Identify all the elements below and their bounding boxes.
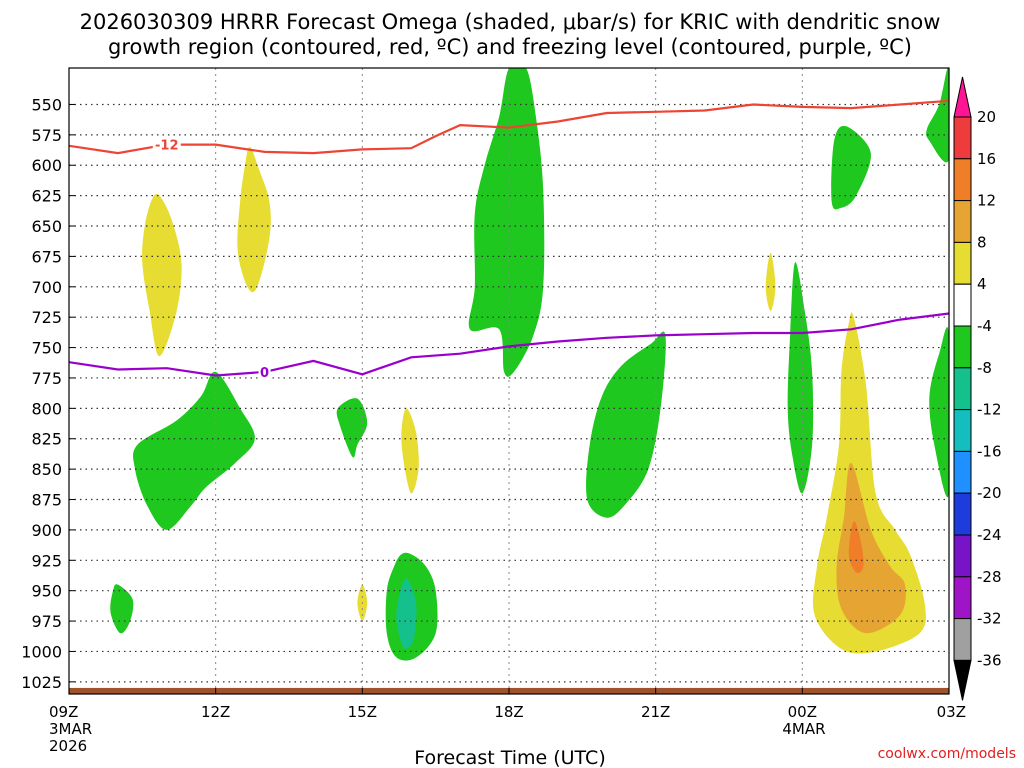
- y-tick-label: 875: [31, 491, 62, 510]
- omega-region-green-3: [133, 371, 255, 530]
- colorbar-label: 16: [977, 150, 996, 168]
- y-tick-label: 850: [31, 460, 62, 479]
- credit-text: coolwx.com/models: [878, 746, 1016, 762]
- y-tick-label: 550: [31, 95, 62, 114]
- x-tick-label: 18Z: [494, 703, 523, 721]
- y-tick-label: 625: [31, 187, 62, 206]
- y-tick-label: 825: [31, 430, 62, 449]
- y-tick-label: 650: [31, 217, 62, 236]
- y-axis-ticks: 550 575 600 625 650 675 700 725 750 775 800 825 850 8…: [21, 95, 75, 692]
- omega-region-green-0: [468, 68, 545, 377]
- y-tick-label: 1025: [21, 673, 62, 692]
- omega-region-green-7: [110, 584, 134, 634]
- omega-region-teal-10: [396, 578, 417, 649]
- colorbar-swatch: [953, 76, 972, 118]
- y-tick-label: 750: [31, 339, 62, 358]
- colorbar-swatch: [953, 618, 972, 661]
- dgz-minus12-contour: [69, 99, 949, 155]
- colorbar-label: -8: [977, 359, 992, 377]
- colorbar: 20 16 12 8 4 -4 -8 -12 -16 -20 -24 -28 -32 -36: [953, 76, 1002, 701]
- colorbar-label: -20: [977, 484, 1002, 502]
- x-tick-label: 09Z: [49, 703, 78, 721]
- x-tick-label: 15Z: [348, 703, 377, 721]
- omega-region-green-17: [926, 68, 949, 163]
- x-tick-date: 4MAR: [782, 720, 825, 738]
- y-tick-label: 925: [31, 551, 62, 570]
- colorbar-swatch: [953, 409, 972, 452]
- colorbar-swatch: [953, 200, 972, 243]
- dgz-minus12-contour-label: -12: [155, 139, 179, 154]
- chart-title-line2: growth region (contoured, red, ºC) and f…: [108, 35, 912, 59]
- omega-region-green-6: [586, 331, 666, 518]
- colorbar-swatch: [953, 325, 972, 369]
- colorbar-swatch: [953, 116, 972, 160]
- colorbar-swatch: [953, 241, 972, 285]
- omega-region-yellow-5: [401, 408, 419, 494]
- y-tick-label: 975: [31, 612, 62, 631]
- colorbar-label: -16: [977, 442, 1002, 460]
- freezing-level-contour: [69, 312, 949, 377]
- colorbar-swatch: [953, 283, 972, 327]
- y-tick-label: 575: [31, 126, 62, 145]
- colorbar-swatch: [953, 659, 972, 701]
- x-tick-label: 12Z: [201, 703, 230, 721]
- colorbar-label: -32: [977, 610, 1002, 628]
- colorbar-label: 20: [977, 108, 996, 126]
- y-tick-label: 700: [31, 278, 62, 297]
- freezing-level-contour-label: 0: [260, 366, 269, 381]
- omega-shaded-regions: [110, 68, 949, 661]
- omega-region-yellow-1: [237, 146, 271, 293]
- chart-title-line1: 2026030309 HRRR Forecast Omega (shaded, …: [80, 10, 941, 34]
- x-tick-label: 03Z: [937, 703, 966, 721]
- colorbar-label: -24: [977, 526, 1002, 544]
- y-tick-label: 1000: [21, 642, 62, 661]
- colorbar-label: -12: [977, 401, 1002, 419]
- colorbar-swatch: [953, 534, 972, 578]
- x-tick-label: 21Z: [641, 703, 670, 721]
- colorbar-label: 4: [977, 275, 987, 293]
- omega-region-green-18: [929, 327, 949, 497]
- omega-region-green-4: [336, 398, 368, 458]
- colorbar-label: -28: [977, 568, 1002, 586]
- colorbar-label: 12: [977, 192, 996, 210]
- omega-region-orange-16: [848, 521, 864, 574]
- y-tick-label: 775: [31, 369, 62, 388]
- y-tick-label: 600: [31, 156, 62, 175]
- colorbar-label: 8: [977, 233, 987, 251]
- colorbar-swatch: [953, 158, 972, 202]
- y-tick-label: 800: [31, 399, 62, 418]
- colorbar-swatch: [953, 492, 972, 536]
- y-tick-label: 725: [31, 308, 62, 327]
- x-tick-label: 00Z: [788, 703, 817, 721]
- colorbar-swatch: [953, 367, 972, 411]
- gridlines: [69, 68, 949, 694]
- omega-region-green-13: [787, 262, 814, 494]
- x-tick-date: 3MAR: [49, 720, 92, 738]
- omega-region-yellow-11: [765, 252, 776, 312]
- y-tick-label: 950: [31, 582, 62, 601]
- contour-lines: -12 0: [69, 99, 949, 381]
- colorbar-label: -36: [977, 651, 1002, 669]
- colorbar-swatch: [953, 576, 972, 620]
- omega-region-yellow-2: [142, 193, 182, 357]
- colorbar-swatch: [953, 450, 972, 494]
- y-tick-label: 900: [31, 521, 62, 540]
- x-tick-year: 2026: [49, 737, 87, 755]
- omega-region-green-12: [831, 125, 871, 210]
- colorbar-label: -4: [977, 317, 992, 335]
- y-tick-label: 675: [31, 247, 62, 266]
- x-axis-label: Forecast Time (UTC): [414, 747, 605, 768]
